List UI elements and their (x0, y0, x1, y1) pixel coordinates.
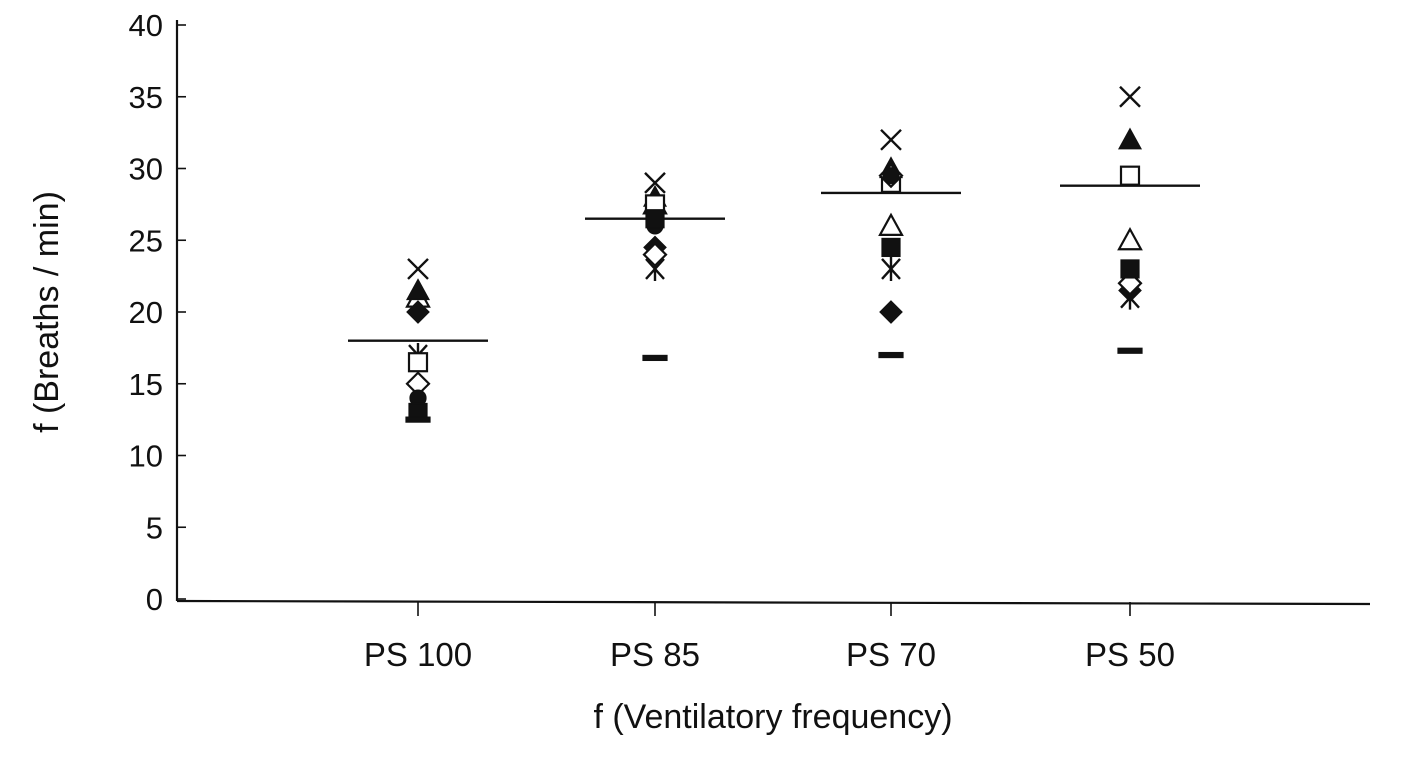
x-tick-label: PS 50 (1085, 636, 1175, 673)
x-ticks: PS 100 PS 85 PS 70 PS 50 (364, 602, 1175, 673)
y-tick-label: 0 (146, 582, 163, 617)
x-axis-line (176, 599, 1371, 606)
data-point-dash (878, 351, 904, 359)
axes (175, 20, 1371, 606)
data-point-star (881, 256, 901, 281)
data-point-x (407, 258, 429, 280)
data-point-open-triangle (878, 212, 904, 236)
y-ticks: 0 5 10 15 20 25 30 35 40 (129, 8, 186, 617)
data-point-dash (1117, 347, 1143, 354)
y-tick-label: 5 (146, 510, 163, 545)
data-point-dash (642, 354, 668, 362)
y-tick-label: 35 (129, 80, 163, 115)
y-tick-label: 20 (129, 295, 163, 330)
data-point-filled-square (645, 209, 665, 229)
data-point-x (644, 172, 666, 194)
data-point-open-diamond (642, 242, 668, 268)
y-tick-label: 25 (129, 223, 163, 258)
data-point-filled-square (881, 237, 901, 258)
data-point-open-square (1119, 165, 1141, 186)
data-point-dash (405, 416, 431, 423)
data-point-filled-circle (882, 167, 900, 185)
x-tick-label: PS 70 (846, 636, 936, 673)
data-point-filled-diamond (406, 300, 430, 324)
data-point-filled-diamond (879, 300, 903, 324)
data-point-filled-triangle (1117, 127, 1143, 150)
data-point-x (880, 128, 902, 151)
x-tick-label: PS 100 (364, 636, 472, 673)
mean-lines (348, 184, 1200, 342)
data-point-open-triangle (1117, 226, 1143, 251)
data-points (405, 85, 1143, 423)
y-tick-label: 10 (129, 439, 163, 474)
y-tick-label: 30 (129, 152, 163, 187)
x-axis-title: f (Ventilatory frequency) (593, 698, 952, 736)
y-tick-label: 40 (129, 8, 163, 43)
data-point-filled-square (1120, 259, 1140, 279)
y-tick-label: 15 (129, 367, 163, 402)
data-point-open-square (407, 352, 429, 373)
x-tick-label: PS 85 (610, 636, 700, 673)
y-axis-title: f (Breaths / min) (28, 191, 66, 433)
data-point-filled-triangle (405, 278, 431, 301)
data-point-x (1119, 85, 1141, 108)
